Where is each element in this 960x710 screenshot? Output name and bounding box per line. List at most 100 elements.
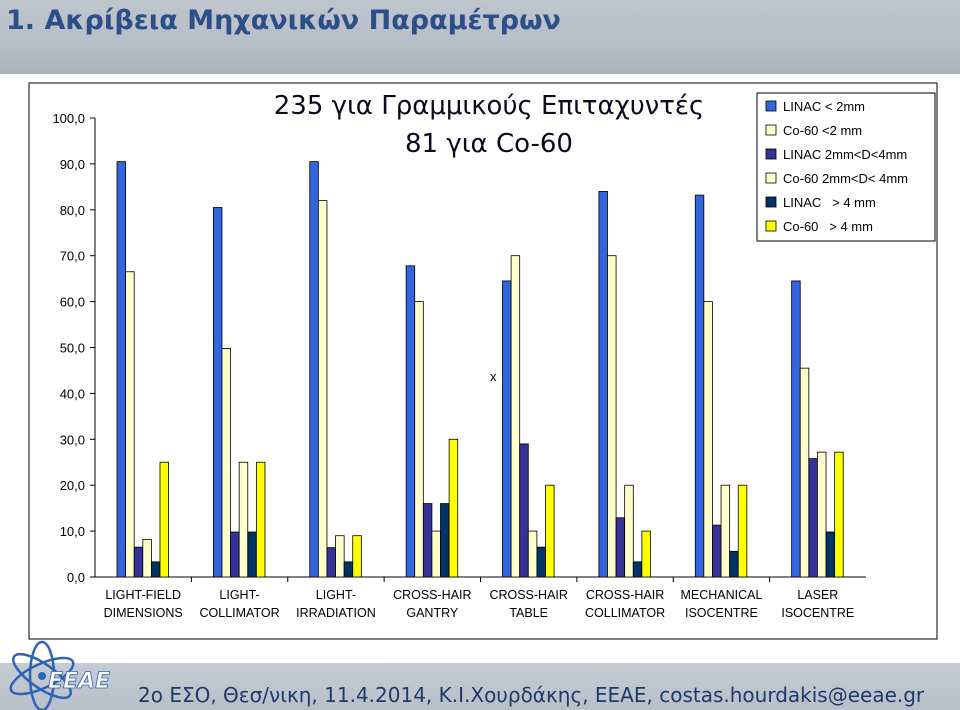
bar-6-cat-1 [159, 461, 170, 578]
bar-6-cat-2 [255, 461, 266, 578]
bar-5-cat-2 [247, 531, 257, 578]
logo-text: EEAE [48, 669, 110, 694]
bar-2-cat-2 [221, 348, 231, 578]
bar-5-cat-6 [632, 561, 643, 578]
x-category-label: LIGHT- [316, 588, 356, 602]
bar-6-cat-3 [352, 535, 362, 578]
x-category-label: MECHANICAL [680, 588, 762, 602]
y-tick-label: 40,0 [60, 386, 85, 401]
bar-1-cat-7 [694, 194, 705, 578]
y-tick-label: 80,0 [60, 203, 85, 218]
bar-2-cat-4 [414, 301, 424, 578]
bar-5-cat-1 [150, 561, 161, 578]
legend-label: Co-60 <2 mm [783, 123, 862, 138]
bar-6-cat-8 [834, 451, 844, 578]
bar-6-cat-6 [641, 530, 651, 578]
bar-4-cat-3 [335, 535, 345, 578]
bar-3-cat-7 [712, 524, 722, 578]
bar-1-cat-1 [116, 161, 127, 578]
y-tick-label: 10,0 [60, 524, 85, 539]
bar-3-cat-1 [133, 546, 144, 578]
y-tick-label: 50,0 [60, 341, 85, 356]
legend-swatch [765, 196, 777, 208]
legend-swatch [765, 124, 777, 136]
legend-swatch [765, 220, 777, 232]
bar-6-cat-4 [448, 438, 459, 578]
bar-1-cat-8 [791, 280, 801, 578]
y-tick-labels: 0,0 10,0 20,0 30,0 40,0 50,0 60,0 70,0 80,0 90,0 1… [52, 111, 85, 585]
y-tick-label: 100,0 [52, 111, 85, 126]
legend-swatch [765, 172, 777, 184]
x-category-label: COLLIMATOR [585, 606, 665, 620]
bar-5-cat-4 [440, 503, 450, 578]
bar-4-cat-6 [624, 484, 634, 578]
x-category-label: LIGHT-FIELD [105, 588, 181, 602]
bar-6-cat-7 [737, 484, 748, 578]
bar-1-cat-2 [212, 207, 223, 578]
bar-2-cat-6 [607, 255, 617, 578]
x-category-label: CROSS-HAIR [393, 588, 471, 602]
x-category-label: DIMENSIONS [104, 606, 183, 620]
bar-3-cat-6 [615, 517, 626, 578]
bar-3-cat-2 [230, 531, 240, 578]
footer-text: 2ο ΕΣΟ, Θεσ/νικη, 11.4.2014, Κ.Ι.Χουρδάκ… [138, 683, 925, 707]
legend-label: Co-60 > 4 mm [783, 219, 873, 234]
title-separator [0, 74, 960, 77]
bar-2-cat-1 [125, 271, 135, 578]
bar-4-cat-8 [817, 451, 827, 578]
x-category-label: LASER [797, 588, 838, 602]
bar-1-cat-4 [405, 265, 416, 578]
bar-4-cat-2 [238, 461, 249, 578]
x-category-label: IRRADIATION [296, 606, 376, 620]
bar-4-cat-5 [527, 530, 538, 578]
bar-2-cat-7 [703, 301, 713, 578]
bar-3-cat-5 [519, 443, 529, 578]
legend-label: LINAC < 2mm [783, 99, 865, 114]
chart-title-line-1: 235 για Γραμμικούς Επιταχυντές [274, 91, 705, 121]
legend-label: LINAC 2mm<D<4mm [783, 147, 907, 162]
bar-5-cat-8 [825, 531, 836, 578]
bar-2-cat-5 [510, 255, 521, 578]
bar-3-cat-3 [326, 547, 336, 578]
eeae-logo: EEAE [9, 640, 111, 710]
bar-4-cat-4 [431, 530, 441, 578]
bar-6-cat-5 [545, 484, 555, 578]
footer-bar [0, 663, 960, 710]
x-category-label: ISOCENTRE [685, 606, 758, 620]
bar-3-cat-8 [808, 458, 818, 578]
bar-5-cat-5 [536, 546, 546, 578]
slide-title: 1. Ακρίβεια Μηχανικών Παραμέτρων [6, 5, 561, 36]
chart-title-line-2: 81 για Co-60 [405, 129, 573, 159]
title-bar [0, 0, 960, 74]
y-tick-label: 60,0 [60, 295, 85, 310]
chart-annotation: x [490, 369, 497, 384]
legend-label: LINAC > 4 mm [783, 195, 876, 210]
x-category-label: CROSS-HAIR [586, 588, 664, 602]
y-tick-label: 30,0 [60, 432, 85, 447]
x-category-label: TABLE [509, 606, 548, 620]
bar-2-cat-3 [317, 200, 328, 578]
legend-label: Co-60 2mm<D< 4mm [783, 171, 908, 186]
bar-2-cat-8 [799, 367, 810, 578]
atom-icon [9, 640, 75, 710]
y-tick-label: 0,0 [67, 570, 85, 585]
x-category-label: ISOCENTRE [781, 606, 854, 620]
bar-5-cat-3 [343, 561, 354, 578]
x-category-label: LIGHT- [219, 588, 259, 602]
bar-4-cat-1 [142, 538, 152, 578]
bar-3-cat-4 [422, 503, 433, 578]
chart-bars [116, 161, 844, 578]
x-category-label: COLLIMATOR [200, 606, 280, 620]
chart-legend: LINAC < 2mm Co-60 <2 mm LINAC 2mm<D<4mm Co-… [756, 92, 936, 242]
bar-5-cat-7 [729, 550, 739, 578]
legend-box [756, 92, 936, 242]
legend-swatch [765, 148, 777, 160]
legend-swatch [765, 100, 777, 112]
bar-4-cat-7 [720, 484, 731, 578]
y-tick-label: 70,0 [60, 249, 85, 264]
bar-1-cat-3 [309, 161, 319, 578]
bar-1-cat-5 [502, 280, 512, 578]
x-category-label: GANTRY [406, 606, 459, 620]
y-tick-label: 20,0 [60, 478, 85, 493]
